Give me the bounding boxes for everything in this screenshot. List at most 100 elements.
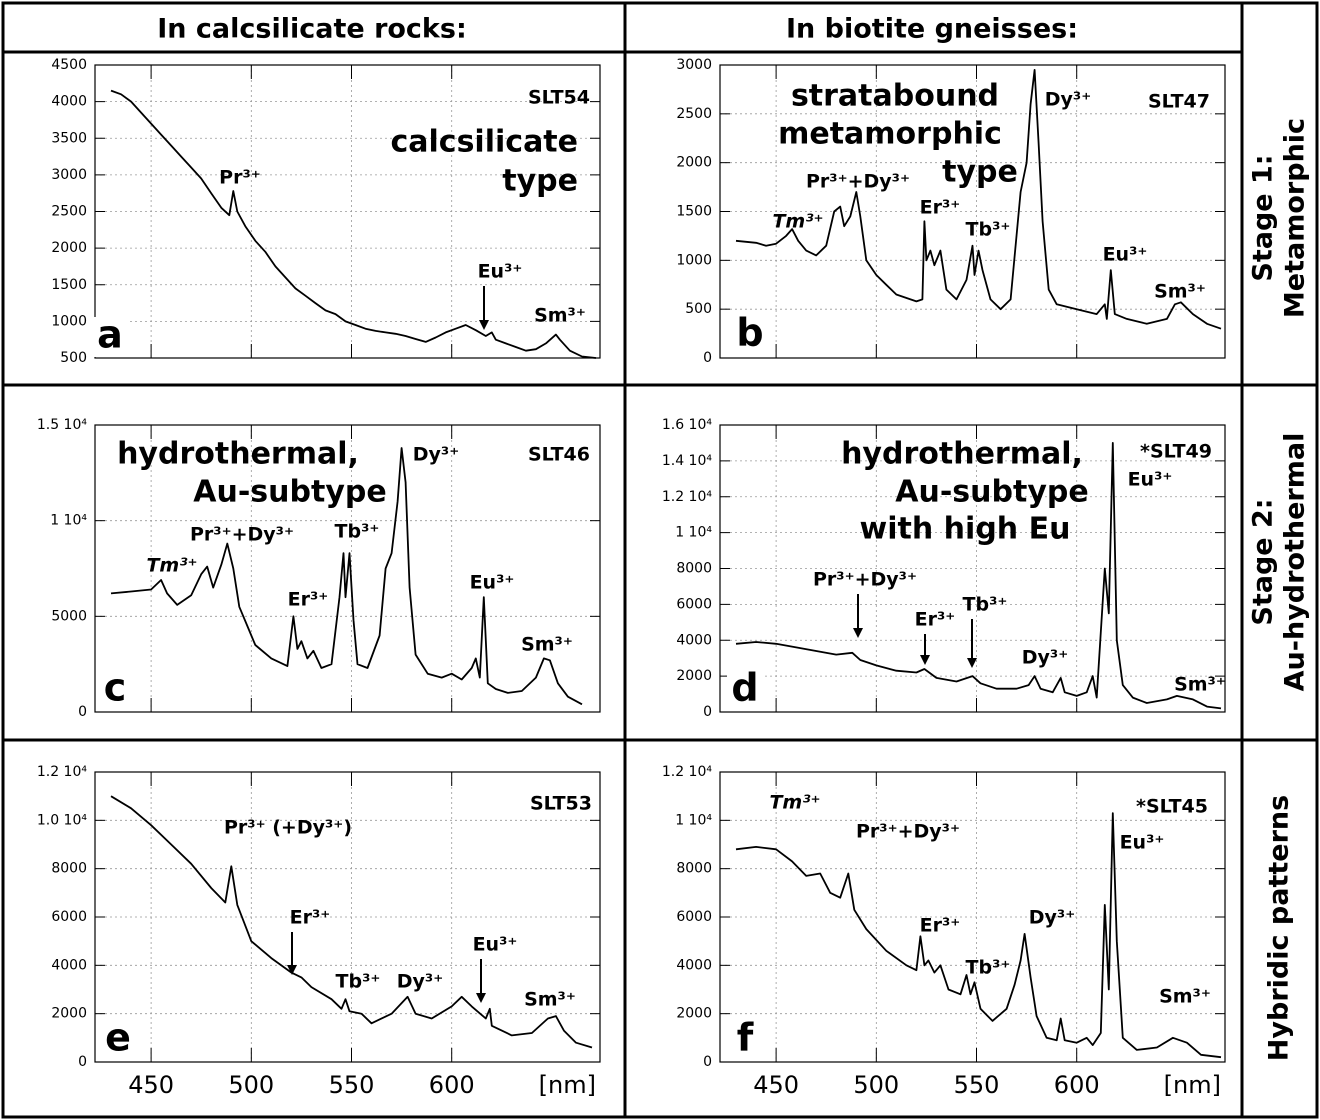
spectrum-line bbox=[735, 69, 1222, 330]
type-note: type bbox=[502, 164, 578, 199]
plot-frame bbox=[94, 424, 601, 713]
y-tick-label: 1.0 10⁴ bbox=[37, 812, 88, 828]
y-tick-label: 1500 bbox=[676, 204, 712, 220]
y-tick-label: 1.6 10⁴ bbox=[662, 417, 713, 433]
peak-label: Sm³⁺ bbox=[1159, 986, 1211, 1008]
peak-label: Eu³⁺ bbox=[473, 934, 518, 956]
x-tick-label: 450 bbox=[753, 1071, 799, 1099]
peak-label: Pr³⁺+Dy³⁺ bbox=[813, 569, 917, 591]
arrow-head bbox=[287, 965, 297, 975]
y-tick-label: 2000 bbox=[676, 1006, 712, 1022]
peak-label: Tb³⁺ bbox=[963, 594, 1008, 616]
peak-label: Sm³⁺ bbox=[524, 989, 576, 1011]
y-tick-label: 500 bbox=[685, 301, 712, 317]
row-label: Stage 1: bbox=[1248, 154, 1279, 281]
peak-label: Eu³⁺ bbox=[1120, 832, 1165, 854]
y-tick-label: 3000 bbox=[51, 167, 87, 183]
peak-label: Pr³⁺ (+Dy³⁺) bbox=[224, 817, 352, 839]
sample-name: SLT54 bbox=[528, 87, 590, 109]
y-tick-label: 1.2 10⁴ bbox=[37, 764, 88, 780]
x-axis-label: [nm] bbox=[1164, 1071, 1221, 1099]
panel-letter: d bbox=[731, 666, 758, 710]
y-tick-label: 8000 bbox=[51, 861, 87, 877]
spectrum-line bbox=[110, 89, 597, 359]
y-tick-label: 1000 bbox=[676, 252, 712, 268]
y-tick-label: 0 bbox=[703, 1054, 712, 1070]
type-note: hydrothermal, bbox=[117, 437, 359, 472]
sample-name: *SLT45 bbox=[1136, 796, 1208, 818]
sample-name: *SLT49 bbox=[1140, 441, 1212, 463]
peak-label: Pr³⁺+Dy³⁺ bbox=[190, 524, 294, 546]
peak-label: Er³⁺ bbox=[290, 907, 331, 929]
y-tick-label: 4000 bbox=[676, 632, 712, 648]
peak-label: Pr³⁺ bbox=[219, 167, 261, 189]
arrow-head bbox=[476, 993, 486, 1003]
panel-letter: a bbox=[97, 313, 123, 357]
y-tick-label: 6000 bbox=[676, 596, 712, 612]
plot-frame bbox=[719, 64, 1226, 359]
letter-bg bbox=[97, 670, 133, 710]
peak-label: Tb³⁺ bbox=[966, 219, 1011, 241]
peak-label: Sm³⁺ bbox=[1154, 281, 1206, 303]
peak-label: Eu³⁺ bbox=[1128, 469, 1173, 491]
x-tick-label: 550 bbox=[954, 1071, 1000, 1099]
y-tick-label: 2500 bbox=[676, 106, 712, 122]
letter-bg bbox=[92, 317, 128, 357]
type-note: stratabound bbox=[791, 79, 999, 114]
y-tick-label: 2000 bbox=[51, 1006, 87, 1022]
y-tick-label: 0 bbox=[78, 704, 87, 720]
y-tick-label: 8000 bbox=[676, 861, 712, 877]
peak-label: Tm³⁺ bbox=[772, 211, 823, 233]
arrow-head bbox=[920, 655, 930, 665]
peak-label: Dy³⁺ bbox=[1029, 907, 1076, 929]
y-tick-label: 1000 bbox=[51, 313, 87, 329]
peak-label: Tm³⁺ bbox=[769, 792, 820, 814]
peak-label: Dy³⁺ bbox=[1045, 89, 1092, 111]
x-axis-label: [nm] bbox=[539, 1071, 596, 1099]
x-tick-label: 600 bbox=[1054, 1071, 1100, 1099]
y-tick-label: 500 bbox=[60, 350, 87, 366]
sample-name: SLT47 bbox=[1148, 91, 1210, 113]
sample-name: SLT53 bbox=[530, 793, 592, 815]
type-note: hydrothermal, bbox=[841, 437, 1083, 472]
arrow-head bbox=[479, 320, 489, 330]
peak-label: Er³⁺ bbox=[915, 609, 956, 631]
y-tick-label: 1.4 10⁴ bbox=[662, 453, 713, 469]
row-label: Stage 2: bbox=[1248, 498, 1279, 625]
peak-label: Eu³⁺ bbox=[470, 572, 515, 594]
letter-bg bbox=[727, 1020, 763, 1060]
sample-name: SLT46 bbox=[528, 444, 590, 466]
y-tick-label: 1.2 10⁴ bbox=[662, 764, 713, 780]
row-label: Au-hydrothermal bbox=[1280, 433, 1311, 692]
peak-label: Er³⁺ bbox=[288, 589, 329, 611]
y-tick-label: 6000 bbox=[676, 909, 712, 925]
peak-label: Pr³⁺+Dy³⁺ bbox=[856, 821, 960, 843]
y-tick-label: 1500 bbox=[51, 277, 87, 293]
type-note: type bbox=[942, 155, 1018, 190]
peak-label: Sm³⁺ bbox=[1174, 674, 1226, 696]
x-tick-label: 600 bbox=[429, 1071, 475, 1099]
plot-frame bbox=[94, 64, 601, 359]
y-tick-label: 2000 bbox=[676, 668, 712, 684]
y-tick-label: 4000 bbox=[676, 957, 712, 973]
y-tick-label: 8000 bbox=[676, 561, 712, 577]
row-label: Hybridic patterns bbox=[1264, 795, 1295, 1061]
peak-label: Er³⁺ bbox=[920, 197, 961, 219]
peak-label: Er³⁺ bbox=[920, 915, 961, 937]
y-tick-label: 4000 bbox=[51, 94, 87, 110]
spectrum-line bbox=[110, 795, 593, 1049]
peak-label: Dy³⁺ bbox=[413, 444, 460, 466]
y-tick-label: 2500 bbox=[51, 204, 87, 220]
spectrum-line bbox=[110, 447, 583, 706]
type-note: metamorphic bbox=[778, 117, 1002, 152]
y-tick-label: 4000 bbox=[51, 957, 87, 973]
row-label: Metamorphic bbox=[1280, 118, 1311, 318]
arrow-head bbox=[853, 628, 863, 638]
peak-label: Eu³⁺ bbox=[478, 261, 523, 283]
peak-label: Pr³⁺+Dy³⁺ bbox=[806, 171, 910, 193]
panel-letter: e bbox=[105, 1016, 131, 1060]
peak-label: Sm³⁺ bbox=[534, 305, 586, 327]
peak-label: Eu³⁺ bbox=[1103, 244, 1148, 266]
arrow-head bbox=[967, 658, 977, 668]
